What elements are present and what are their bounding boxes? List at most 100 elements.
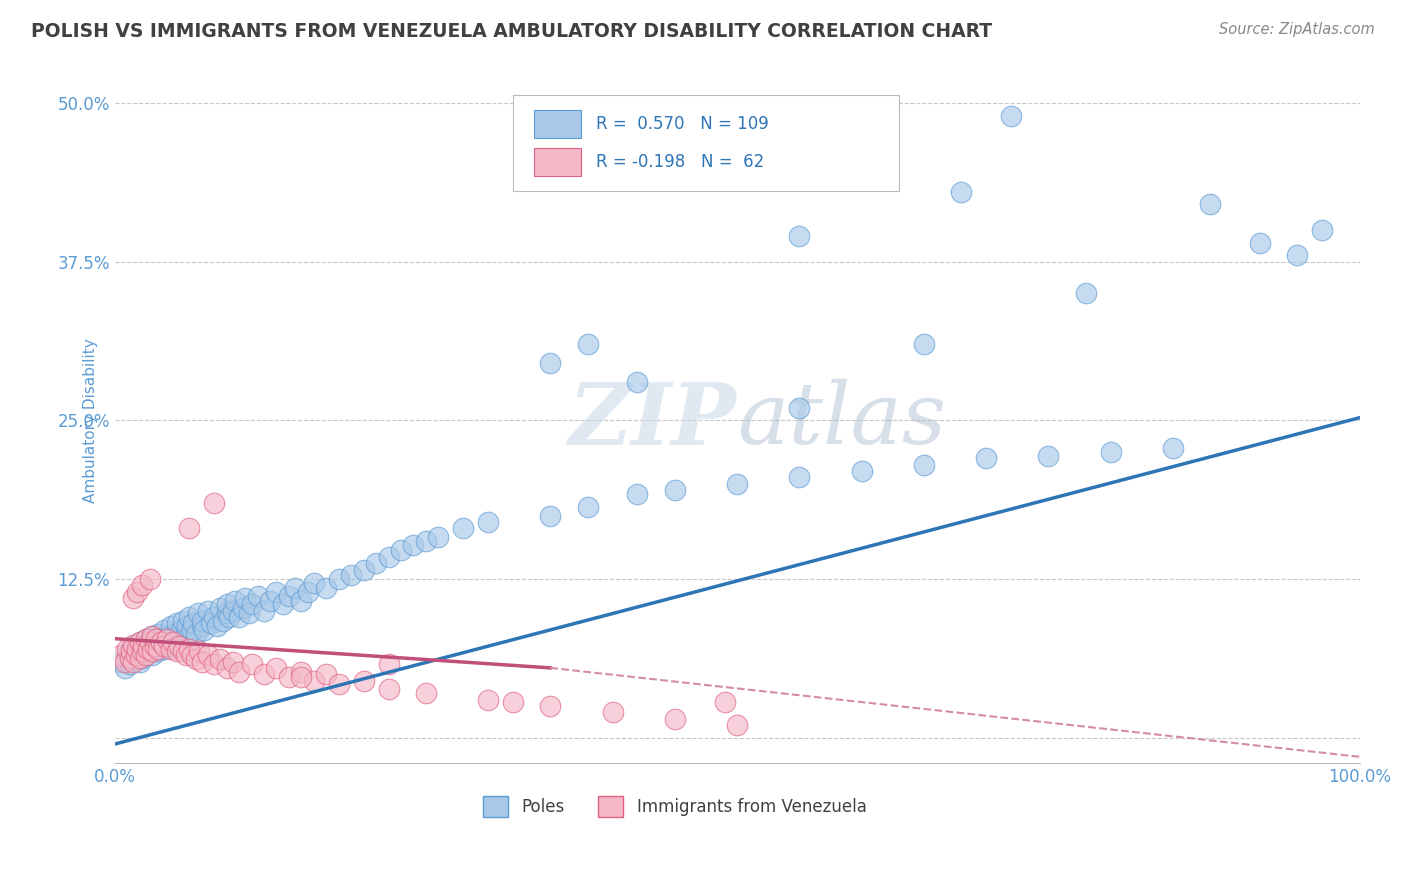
Point [169,629,191,643]
Point [136,641,159,656]
Point [128,655,150,669]
Point [159,641,181,656]
Point [222,604,245,618]
Point [157,629,180,643]
Point [725,476,748,491]
Point [538,698,561,713]
Point [538,356,561,370]
Point [138,640,160,654]
Point [163,626,186,640]
Point [169,640,191,654]
Point [297,584,319,599]
Point [143,640,166,654]
Point [602,706,624,720]
Point [1199,197,1222,211]
Point [172,632,194,646]
Point [1099,445,1122,459]
Point [197,604,219,618]
Point [191,619,214,633]
Point [851,464,873,478]
Point [477,515,499,529]
Point [179,629,201,643]
Point [1249,235,1271,250]
Point [364,556,387,570]
Y-axis label: Ambulatory Disability: Ambulatory Disability [83,338,98,503]
Point [253,604,276,618]
Point [278,589,301,603]
Point [240,657,263,671]
Point [353,673,375,688]
Point [188,644,211,658]
Point [187,607,209,621]
Point [377,657,399,671]
Point [215,607,238,621]
Point [664,483,686,497]
Point [224,593,246,607]
Text: Source: ZipAtlas.com: Source: ZipAtlas.com [1219,22,1375,37]
Point [713,695,735,709]
Point [132,640,155,654]
Point [377,682,399,697]
Legend: Poles, Immigrants from Venezuela: Poles, Immigrants from Venezuela [477,789,873,823]
Point [153,623,176,637]
Point [451,521,474,535]
Point [125,641,148,656]
Point [138,635,160,649]
Point [950,185,973,199]
Point [415,533,437,548]
Point [222,655,245,669]
Point [145,632,167,646]
Point [148,626,170,640]
Point [197,648,219,663]
Point [172,614,194,628]
Point [315,667,337,681]
Point [184,626,207,640]
Point [131,650,153,665]
Point [576,500,599,514]
Point [389,542,412,557]
Point [135,648,157,663]
Point [122,655,145,669]
Point [128,635,150,649]
Point [166,616,188,631]
Point [125,648,148,663]
Point [153,641,176,656]
Point [132,641,155,656]
Point [315,581,337,595]
Point [290,593,312,607]
Point [912,458,935,472]
Point [131,644,153,658]
Text: R = -0.198   N =  62: R = -0.198 N = 62 [596,153,765,171]
Point [789,229,811,244]
Text: atlas: atlas [737,379,946,462]
Point [180,623,202,637]
Point [266,584,288,599]
Point [209,601,232,615]
Point [200,616,222,631]
Point [118,650,141,665]
Bar [534,148,582,177]
Point [120,644,142,658]
Point [125,584,148,599]
Point [215,598,238,612]
Point [576,337,599,351]
Point [664,712,686,726]
Point [202,657,225,671]
Point [172,644,194,658]
Point [141,629,163,643]
Point [179,610,201,624]
Point [122,640,145,654]
Point [1074,286,1097,301]
Point [209,652,232,666]
Point [191,655,214,669]
Point [502,695,524,709]
Point [253,667,276,681]
Point [115,641,138,656]
Point [202,496,225,510]
Point [110,655,132,669]
Point [128,650,150,665]
Point [131,578,153,592]
Bar [534,110,582,138]
Point [114,655,136,669]
Point [128,635,150,649]
